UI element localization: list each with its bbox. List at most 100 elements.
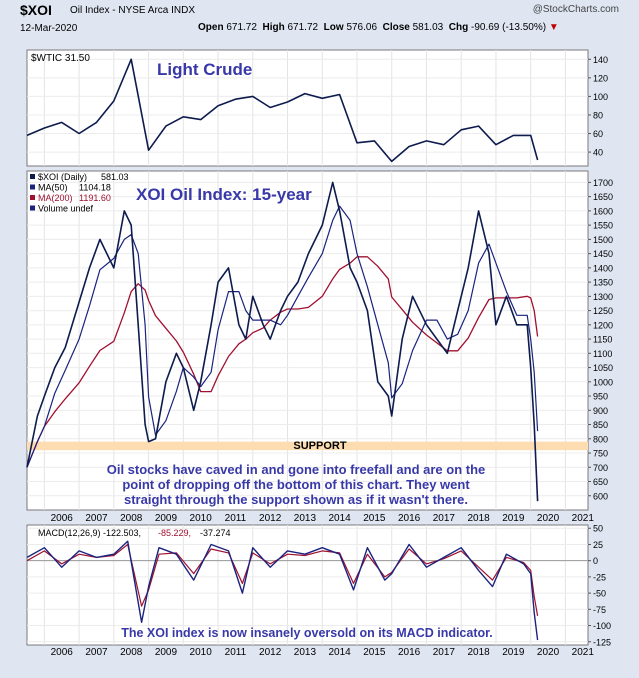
y-tick-label: 1100 [593, 349, 612, 359]
y-tick-label: 800 [593, 434, 608, 444]
ohlc-readout: Open 671.72 High 671.72 Low 576.06 Close… [198, 22, 559, 33]
y-tick-label: 100 [593, 92, 608, 102]
xoi-title: XOI Oil Index: 15-year [136, 185, 312, 204]
x-tick-label: 2020 [537, 647, 560, 658]
x-tick-label: 2016 [398, 513, 421, 524]
x-tick-label: 2021 [572, 647, 595, 658]
x-tick-label: 2015 [363, 513, 386, 524]
y-tick-label: 1600 [593, 206, 613, 216]
legend-swatch [30, 174, 35, 179]
y-tick-label: 140 [593, 55, 608, 65]
y-tick-label: 700 [593, 463, 608, 473]
xoi-note-line: Oil stocks have caved in and gone into f… [107, 462, 486, 477]
x-tick-label: 2007 [85, 647, 108, 658]
x-tick-label: 2018 [467, 647, 490, 658]
chg-down-marker: ▼ [548, 22, 559, 33]
xoi-note-line: straight through the support shown as if… [124, 492, 468, 507]
x-tick-label: 2021 [572, 513, 595, 524]
x-tick-label: 2019 [502, 647, 525, 658]
close-label: Close [382, 22, 410, 33]
y-tick-label: 850 [593, 420, 608, 430]
y-tick-label: 1050 [593, 363, 613, 373]
x-tick-label: 2006 [51, 647, 74, 658]
x-tick-label: 2011 [225, 647, 247, 658]
ma50-line [26, 205, 539, 468]
x-tick-label: 2014 [329, 513, 352, 524]
y-tick-label: 80 [593, 110, 603, 120]
x-tick-label: 2007 [85, 513, 108, 524]
x-tick-label: 2017 [433, 513, 456, 524]
low-label: Low [323, 22, 344, 33]
panel-2-background [26, 170, 589, 511]
y-tick-label: -25 [593, 572, 606, 582]
crude-legend: $WTIC 31.50 [31, 53, 90, 64]
y-tick-label: -75 [593, 605, 606, 615]
panel-3-background [26, 524, 589, 646]
watermark: @StockCharts.com [532, 4, 619, 15]
x-tick-label: 2013 [294, 513, 317, 524]
x-tick-label: 2015 [363, 647, 386, 658]
chg-label: Chg [448, 22, 469, 33]
x-tick-label: 2010 [190, 513, 213, 524]
y-tick-label: 950 [593, 392, 608, 402]
legend-value: 1191.60 [79, 193, 111, 203]
y-tick-label: 60 [593, 129, 603, 139]
y-tick-label: 1350 [593, 278, 613, 288]
x-tick-label: 2016 [398, 647, 421, 658]
legend-symbol: $XOI (Daily) [38, 172, 87, 182]
x-tick-label: 2014 [329, 647, 352, 658]
x-tick-label: 2009 [155, 513, 178, 524]
y-tick-label: 1150 [593, 335, 612, 345]
x-tick-label: 2008 [120, 647, 143, 658]
x-tick-label: 2017 [433, 647, 456, 658]
legend-swatch [30, 205, 35, 211]
crude-annotation: Light Crude [157, 60, 252, 79]
y-tick-label: 1300 [593, 292, 613, 302]
x-tick-label: 2012 [259, 513, 282, 524]
x-tick-label: 2008 [120, 513, 143, 524]
low-value: 576.06 [346, 22, 378, 33]
support-label: SUPPORT [293, 440, 346, 452]
chart-date: 12-Mar-2020 [20, 23, 78, 34]
y-tick-label: -50 [593, 589, 606, 599]
y-tick-label: 750 [593, 449, 608, 459]
y-tick-label: 1400 [593, 263, 613, 273]
panel-1-background [26, 49, 589, 167]
x-tick-label: 2012 [259, 647, 282, 658]
y-tick-label: 1500 [593, 235, 613, 245]
x-tick-label: 2018 [467, 513, 490, 524]
chg-value: -90.69 (-13.50%) [471, 22, 547, 33]
y-tick-label: 1250 [593, 306, 613, 316]
y-tick-label: -125 [593, 637, 611, 647]
macd-signal-line [26, 543, 539, 617]
x-tick-label: 2013 [294, 647, 317, 658]
legend-value: 581.03 [101, 172, 129, 182]
y-tick-label: 650 [593, 477, 608, 487]
macd-legend-main: MACD(12,26,9) -122.503, [38, 528, 141, 538]
index-name: Oil Index - NYSE Arca INDX [70, 5, 196, 16]
macd-annotation: The XOI index is now insanely oversold o… [121, 626, 493, 640]
legend-swatch [30, 195, 35, 200]
legend-symbol: MA(200) [38, 193, 73, 203]
close-value: 581.03 [412, 22, 444, 33]
y-tick-label: 1000 [593, 377, 613, 387]
legend-value: 1104.18 [79, 183, 111, 193]
y-tick-label: 25 [593, 540, 603, 550]
x-tick-label: 2006 [51, 513, 74, 524]
x-tick-label: 2009 [155, 647, 178, 658]
y-tick-label: 50 [593, 524, 603, 534]
x-tick-label: 2010 [190, 647, 213, 658]
xoi-note-line: point of dropping off the bottom of this… [122, 477, 470, 492]
open-label: Open [198, 22, 224, 33]
symbol-title: $XOI [20, 2, 52, 18]
high-label: High [262, 22, 285, 33]
x-tick-label: 2019 [502, 513, 525, 524]
macd-legend-signal: -85.229, [158, 528, 191, 538]
xoi-price-line [26, 181, 539, 502]
y-tick-label: 900 [593, 406, 608, 416]
y-tick-label: 0 [593, 556, 598, 566]
y-tick-label: -100 [593, 621, 611, 631]
xoi-note: Oil stocks have caved in and gone into f… [107, 462, 486, 507]
y-tick-label: 1700 [593, 178, 613, 188]
